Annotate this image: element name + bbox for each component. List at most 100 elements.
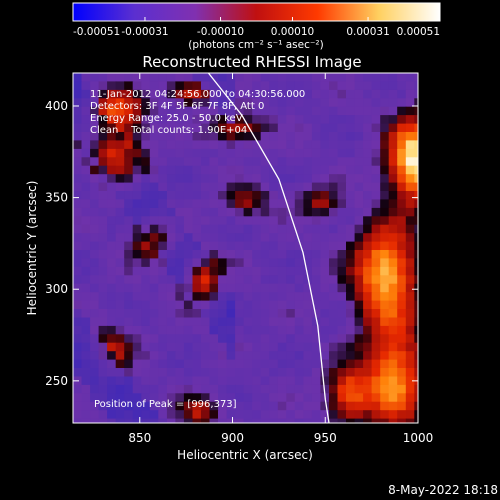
heatmap-cell (158, 241, 168, 251)
heatmap-cell (380, 216, 390, 226)
heatmap-cell (252, 376, 262, 386)
heatmap-cell (252, 393, 262, 403)
heatmap-cell (388, 292, 398, 302)
heatmap-cell (235, 410, 245, 420)
heatmap-cell (226, 191, 236, 200)
heatmap-cell (337, 140, 347, 150)
heatmap-cell (337, 157, 347, 167)
heatmap-cell (226, 123, 236, 133)
heatmap-cell (311, 115, 321, 125)
heatmap-cell (149, 233, 159, 243)
heatmap-cell (166, 191, 176, 200)
heatmap-cell (107, 174, 117, 184)
heatmap-cell (158, 140, 168, 150)
heatmap-cell (209, 123, 219, 133)
heatmap-cell (90, 106, 100, 116)
heatmap-cell (414, 216, 418, 226)
heatmap-cell (371, 359, 381, 369)
heatmap-cell (73, 368, 83, 377)
heatmap-cell (329, 224, 339, 234)
heatmap-cell (149, 191, 159, 200)
heatmap-cell (235, 309, 245, 318)
heatmap-cell (414, 123, 418, 133)
heatmap-cell (115, 351, 125, 361)
heatmap-cell (294, 216, 304, 226)
heatmap-cell (380, 106, 390, 116)
heatmap-cell (158, 106, 168, 116)
heatmap-cell (388, 300, 398, 310)
heatmap-cell (388, 275, 398, 285)
heatmap-cell (405, 275, 415, 285)
heatmap-cell (371, 410, 381, 420)
heatmap-cell (201, 401, 211, 411)
heatmap-cell (260, 351, 270, 361)
heatmap-cell (218, 89, 228, 99)
heatmap-cell (183, 250, 193, 259)
heatmap-cell (252, 157, 262, 167)
heatmap-cell (346, 384, 356, 394)
heatmap-cell (81, 376, 91, 386)
heatmap-cell (115, 98, 125, 108)
heatmap-cell (90, 300, 100, 310)
heatmap-cell (277, 165, 287, 175)
heatmap-cell (218, 309, 228, 318)
heatmap-cell (311, 241, 321, 251)
heatmap-cell (183, 384, 193, 394)
heatmap-cell (346, 325, 356, 335)
heatmap-cell (235, 376, 245, 386)
heatmap-cell (175, 115, 185, 125)
heatmap-cell (192, 233, 202, 243)
heatmap-cell (209, 191, 219, 200)
heatmap-cell (363, 132, 373, 141)
heatmap-cell (397, 216, 407, 226)
heatmap-cell (81, 106, 91, 116)
heatmap-cell (380, 427, 389, 436)
heatmap-cell (346, 368, 356, 377)
heatmap-cell (269, 401, 279, 411)
heatmap-cell (73, 393, 83, 403)
heatmap-cell (311, 393, 321, 403)
heatmap-cell (90, 81, 100, 91)
heatmap-cell (149, 266, 159, 276)
heatmap-cell (363, 342, 373, 352)
heatmap-cell (158, 292, 168, 302)
heatmap-cell (115, 241, 125, 251)
heatmap-cell (371, 401, 381, 411)
heatmap-cell (354, 174, 364, 184)
heatmap-cell (260, 368, 270, 377)
heatmap-cell (175, 98, 185, 108)
heatmap-cell (175, 342, 185, 352)
heatmap-cell (371, 300, 381, 310)
heatmap-cell (294, 317, 304, 327)
heatmap-cell (175, 325, 185, 335)
heatmap-cell (149, 300, 159, 310)
heatmap-cell (294, 393, 304, 403)
heatmap-cell (124, 199, 134, 209)
heatmap-cell (337, 401, 347, 411)
heatmap-cell (269, 427, 278, 436)
heatmap-cell (81, 207, 91, 217)
heatmap-cell (260, 325, 270, 335)
heatmap-cell (149, 292, 159, 302)
heatmap-cell (286, 334, 296, 344)
heatmap-cell (320, 359, 330, 369)
heatmap-cell (115, 401, 125, 411)
heatmap-cell (354, 359, 364, 369)
heatmap-cell (252, 410, 262, 420)
heatmap-cell (311, 275, 321, 285)
heatmap-cell (397, 148, 407, 158)
heatmap-cell (337, 199, 347, 209)
heatmap-cell (337, 174, 347, 184)
heatmap-cell (98, 368, 108, 377)
heatmap-cell (320, 292, 330, 302)
heatmap-cell (235, 359, 245, 369)
heatmap-cell (158, 73, 168, 82)
heatmap-cell (209, 216, 219, 226)
heatmap-cell (346, 393, 356, 403)
heatmap-cell (371, 334, 381, 344)
heatmap-cell (226, 81, 236, 91)
heatmap-cell (192, 351, 202, 361)
heatmap-cell (252, 309, 262, 318)
heatmap-cell (405, 351, 415, 361)
heatmap-cell (397, 157, 407, 167)
